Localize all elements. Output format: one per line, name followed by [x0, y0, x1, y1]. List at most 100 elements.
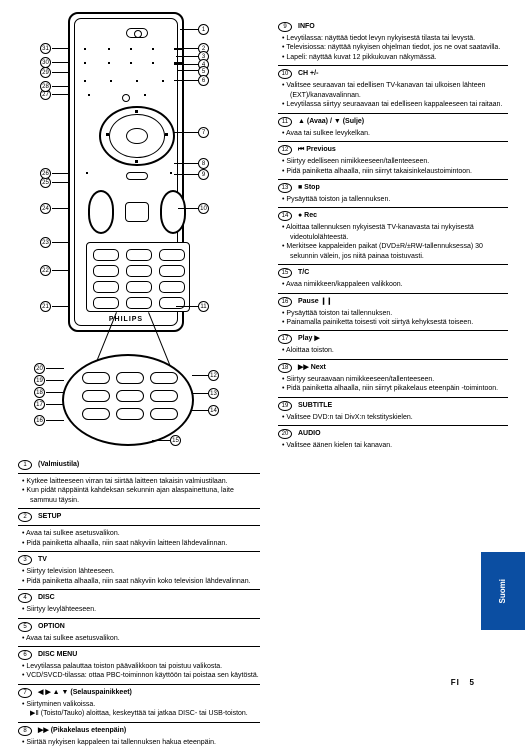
row4-btn — [86, 172, 88, 174]
item-heading: INFO — [298, 23, 315, 30]
item-heading: CH +/- — [298, 70, 318, 77]
bullet: • Siirtyy edelliseen nimikkeeseen/tallen… — [278, 157, 508, 166]
bullet: • VCD/SVCD-tilassa: ottaa PBC-toiminnon … — [18, 671, 260, 680]
callout-16: 16 — [34, 415, 45, 426]
menu-btn — [144, 94, 146, 96]
page-tab: Suomi — [481, 552, 525, 630]
num: 5 — [18, 622, 32, 632]
bullet: • Levytilassa siirtyy seuraavaan tai ede… — [278, 100, 508, 109]
right-column: 9 INFO • Levytilassa: näyttää tiedot levy… — [278, 22, 508, 451]
callout-9: 9 — [198, 169, 209, 180]
num: 12 — [278, 145, 292, 155]
row4-btn — [170, 172, 172, 174]
bullet: • Kun pidät näppäintä kahdeksan sekunnin… — [18, 486, 260, 505]
item-heading: SETUP — [38, 513, 61, 520]
row1-btn — [152, 48, 154, 50]
item-heading: T/C — [298, 269, 309, 276]
callout-19: 19 — [34, 375, 45, 386]
callout-28: 28 — [40, 81, 51, 92]
bullet: • Siirtää nykyisen kappaleen tai tallenn… — [18, 738, 260, 747]
num: 2 — [18, 512, 32, 522]
bullet: • Pidä painiketta alhaalla, niin siirryt… — [278, 384, 508, 393]
item-heading: (Valmiustila) — [38, 461, 79, 468]
num: 11 — [278, 117, 292, 127]
num: 9 — [278, 22, 292, 32]
num: 19 — [278, 401, 292, 411]
num: 4 — [18, 593, 32, 603]
row3-btn — [136, 80, 138, 82]
bullet: • Siirtyy levylähteeseen. — [18, 605, 260, 614]
num: 17 — [278, 334, 292, 344]
callout-23: 23 — [40, 237, 51, 248]
item-heading: SUBTITLE — [298, 402, 332, 409]
row4-mid — [126, 172, 148, 180]
callout-12: 12 — [208, 370, 219, 381]
menu-dot — [122, 94, 130, 102]
bullet: • Valitsee seuraavan tai edellisen TV-ka… — [278, 81, 508, 100]
footer-page: FI 5 — [451, 678, 475, 688]
row2-btn — [130, 62, 132, 64]
bullet: • Valitsee äänen kielen tai kanavan. — [278, 441, 508, 450]
tab-label: Suomi — [498, 579, 508, 603]
item-heading: ● Rec — [298, 212, 317, 219]
item-heading: ◀ ▶ ▲ ▼ (Selauspainikkeet) — [38, 689, 132, 696]
bullet: • Avaa tai sulkee levykelkan. — [278, 129, 508, 138]
item-heading: ▶▶ Next — [298, 364, 326, 371]
callout-11: 11 — [198, 301, 209, 312]
menu-btn — [88, 94, 90, 96]
callout-18: 18 — [34, 387, 45, 398]
nav-ok — [126, 128, 148, 144]
item-heading: Pause ❙❙ — [298, 298, 332, 305]
item-heading: DISC — [38, 594, 55, 601]
nav-left-icon — [106, 133, 109, 136]
bullet: • Kytkee laitteeseen virran tai siirtää … — [18, 477, 260, 486]
bullet: • Painamalla painiketta toisesti voit si… — [278, 318, 508, 327]
power-button-shape — [126, 28, 148, 38]
row1-btn — [84, 48, 86, 50]
num: 8 — [18, 726, 32, 736]
callout-10: 10 — [198, 203, 209, 214]
callout-8: 8 — [198, 158, 209, 169]
left-column: 1 (Valmiustila) • Kytkee laitteeseen vir… — [18, 460, 260, 747]
bullet: • Televisiossa: näyttää nykyisen ohjelma… — [278, 43, 508, 52]
item-heading: OPTION — [38, 623, 65, 630]
num: 6 — [18, 650, 32, 660]
brand-label: PHILIPS — [70, 316, 182, 325]
footer-num: 5 — [470, 678, 475, 687]
num: 16 — [278, 297, 292, 307]
callout-22: 22 — [40, 265, 51, 276]
bullet: • Lapeli: näyttää kuvat 12 pikkukuvan nä… — [278, 53, 508, 62]
num: 3 — [18, 555, 32, 565]
row3-btn — [84, 80, 86, 82]
callout-21: 21 — [40, 301, 51, 312]
item-heading: TV — [38, 556, 47, 563]
bullet: • Siirtyy seuraavaan nimikkeeseen/tallen… — [278, 375, 508, 384]
callout-20: 20 — [34, 363, 45, 374]
bullet: • Levytilassa: näyttää tiedot levyn nyky… — [278, 34, 508, 43]
nav-down-icon — [135, 160, 138, 163]
nav-up-icon — [135, 110, 138, 113]
num: 20 — [278, 429, 292, 439]
callout-7: 7 — [198, 127, 209, 138]
bullet: • Pysäyttää toiston ja tallennuksen. — [278, 195, 508, 204]
num: 7 — [18, 688, 32, 698]
bullet: • Siirtyminen valikoissa. — [18, 700, 260, 709]
keypad — [86, 242, 190, 312]
num: 18 — [278, 363, 292, 373]
row2-btn — [108, 62, 110, 64]
rocker-right — [160, 190, 186, 234]
item-heading: ■ Stop — [298, 184, 320, 191]
row1-btn — [108, 48, 110, 50]
num: 13 — [278, 183, 292, 193]
item-heading: Play ▶ — [298, 335, 320, 342]
bullet: • Pidä painiketta alhaalla, niin siirryt… — [278, 167, 508, 176]
bullet: • Pidä painiketta alhaalla, niin saat nä… — [18, 539, 260, 548]
bullet: • Valitsee DVD:n tai DivX:n tekstityskie… — [278, 413, 508, 422]
callout-17: 17 — [34, 399, 45, 410]
remote-outline: PHILIPS — [68, 12, 184, 332]
num: 10 — [278, 69, 292, 79]
callout-26: 26 — [40, 168, 51, 179]
bullet: • Avaa nimikkeen/kappaleen valikkoon. — [278, 280, 508, 289]
num: 14 — [278, 211, 292, 221]
bullet: • Aloittaa tallennuksen nykyisestä TV-ka… — [278, 223, 508, 242]
